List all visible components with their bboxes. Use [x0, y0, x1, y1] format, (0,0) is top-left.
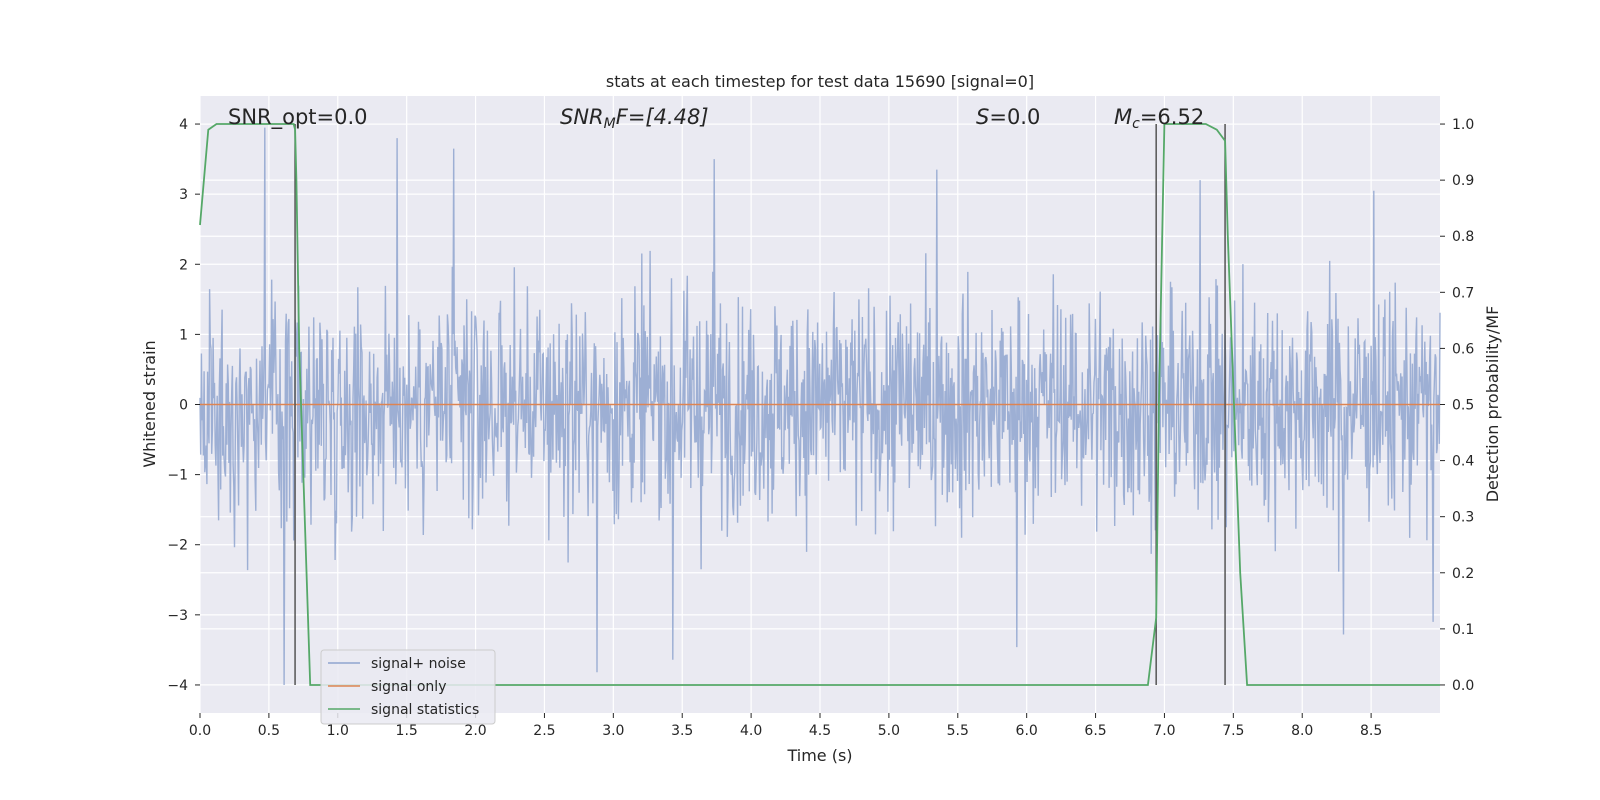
x-tick-label: 3.0: [602, 723, 624, 739]
x-tick-label: 8.5: [1360, 723, 1382, 739]
annotation-mc-sub: c: [1132, 116, 1140, 132]
y2-tick-label: 0.3: [1452, 510, 1474, 526]
y2-tick-label: 0.9: [1452, 173, 1474, 189]
y-tick-label: 4: [179, 117, 188, 133]
x-tick-label: 0.5: [258, 723, 280, 739]
y-tick-label: 0: [179, 398, 188, 414]
x-tick-label: 2.0: [464, 723, 486, 739]
signal-statistics-series: [199, 123, 1440, 686]
x-tick-label: 0.0: [189, 723, 211, 739]
y2-tick-label: 0.2: [1452, 566, 1474, 582]
y-tick-label: −3: [167, 608, 188, 624]
x-tick-label: 1.0: [327, 723, 349, 739]
annotation-snr-opt: SNR_opt=0.0: [228, 105, 368, 130]
y2-tick-label: 0.6: [1452, 341, 1474, 357]
x-tick-label: 4.0: [740, 723, 762, 739]
annotation-s-rest: =0.0: [989, 105, 1040, 129]
x-tick-labels: 0.0 0.5 1.0 1.5 2.0 2.5 3.0 3.5 4.0 4.5 5.0 5.5 6.0 6…: [189, 713, 1382, 739]
y-tick-label: 2: [179, 257, 188, 273]
y2-tick-label: 0.0: [1452, 678, 1474, 694]
x-tick-label: 7.0: [1153, 723, 1175, 739]
y2-tick-label: 0.7: [1452, 285, 1474, 301]
annotation-s: S=0.0: [976, 105, 1040, 129]
legend-label-signal-noise: signal+ noise: [371, 656, 466, 672]
x-tick-label: 2.5: [533, 723, 555, 739]
x-tick-label: 5.0: [878, 723, 900, 739]
x-tick-label: 8.0: [1291, 723, 1313, 739]
legend-label-signal-statistics: signal statistics: [371, 702, 479, 718]
annotation-snr-mf-sub: M: [604, 116, 616, 132]
signal-statistics-line: [199, 123, 1440, 686]
x-tick-label: 3.5: [671, 723, 693, 739]
x-tick-label: 5.5: [947, 723, 969, 739]
y-tick-label: 1: [179, 327, 188, 343]
y2-tick-label: 1.0: [1452, 117, 1474, 133]
legend-label-signal-only: signal only: [371, 679, 446, 695]
legend: signal+ noise signal only signal statist…: [320, 649, 496, 725]
x-axis-label: Time (s): [786, 746, 852, 765]
y2-tick-labels: 1.0 0.9 0.8 0.7 0.6 0.5 0.4 0.3 0.2 0.1 0.0: [1440, 117, 1474, 694]
annotation-mc: Mc=6.52: [1114, 105, 1204, 132]
y-tick-label: −2: [167, 538, 188, 554]
annotation-mc-rest: =6.52: [1140, 105, 1204, 129]
annotation-s-italic: S: [976, 105, 989, 129]
annotation-snr-mf-base: SNR: [560, 105, 604, 129]
annotation-mc-italic: M: [1114, 105, 1132, 129]
x-tick-label: 6.5: [1084, 723, 1106, 739]
y-tick-label: 3: [179, 187, 188, 203]
y-tick-label: −4: [167, 678, 188, 694]
y-tick-labels: 4 3 2 1 0 −1 −2 −3 −4: [167, 117, 200, 694]
y2-tick-label: 0.8: [1452, 229, 1474, 245]
legend-box: [320, 649, 496, 725]
annotation-snr-mf-rest: F=[4.48]: [616, 105, 709, 129]
y2-axis-label: Detection probability/MF: [1483, 306, 1502, 503]
annotation-snr-mf: SNRMF=[4.48]: [560, 105, 709, 132]
y2-tick-label: 0.4: [1452, 454, 1474, 470]
y2-tick-label: 0.1: [1452, 622, 1474, 638]
y2-tick-label: 0.5: [1452, 398, 1474, 414]
y-tick-label: −1: [167, 468, 188, 484]
x-tick-label: 1.5: [396, 723, 418, 739]
x-tick-label: 7.5: [1222, 723, 1244, 739]
chart-title: stats at each timestep for test data 156…: [606, 72, 1034, 91]
x-tick-label: 4.5: [809, 723, 831, 739]
x-tick-label: 6.0: [1016, 723, 1038, 739]
y-axis-label: Whitened strain: [140, 340, 159, 467]
